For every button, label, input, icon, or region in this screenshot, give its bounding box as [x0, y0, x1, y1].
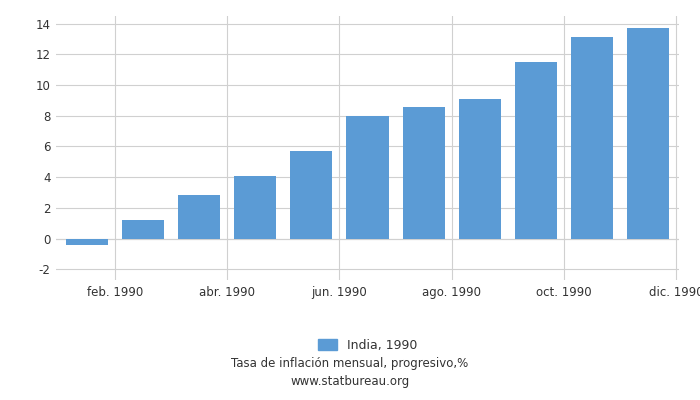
Bar: [346, 116, 389, 238]
Bar: [458, 99, 500, 238]
Bar: [234, 176, 276, 238]
Text: Tasa de inflación mensual, progresivo,%
www.statbureau.org: Tasa de inflación mensual, progresivo,% …: [232, 356, 468, 388]
Legend: India, 1990: India, 1990: [313, 334, 422, 357]
Bar: [178, 195, 220, 238]
Bar: [66, 238, 108, 245]
Bar: [627, 28, 669, 238]
Bar: [571, 37, 613, 238]
Bar: [514, 62, 557, 238]
Bar: [122, 220, 164, 238]
Bar: [290, 151, 332, 238]
Bar: [402, 107, 444, 238]
